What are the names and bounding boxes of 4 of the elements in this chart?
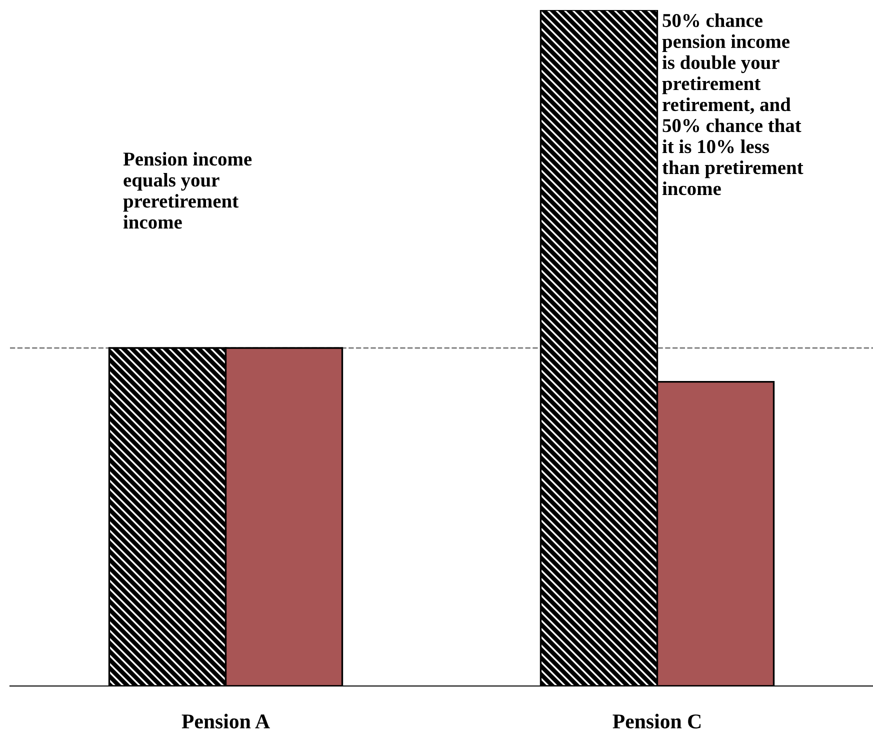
x-tick-label: Pension A xyxy=(182,714,270,728)
annotation: Pension income equals your preretirement income xyxy=(123,152,252,229)
text: 50% chance pension income is double your pretirement retirement, and 50% chance that it is 10% less than pretirement income xyxy=(662,13,804,196)
x-tick-label: Pension C xyxy=(612,714,701,728)
